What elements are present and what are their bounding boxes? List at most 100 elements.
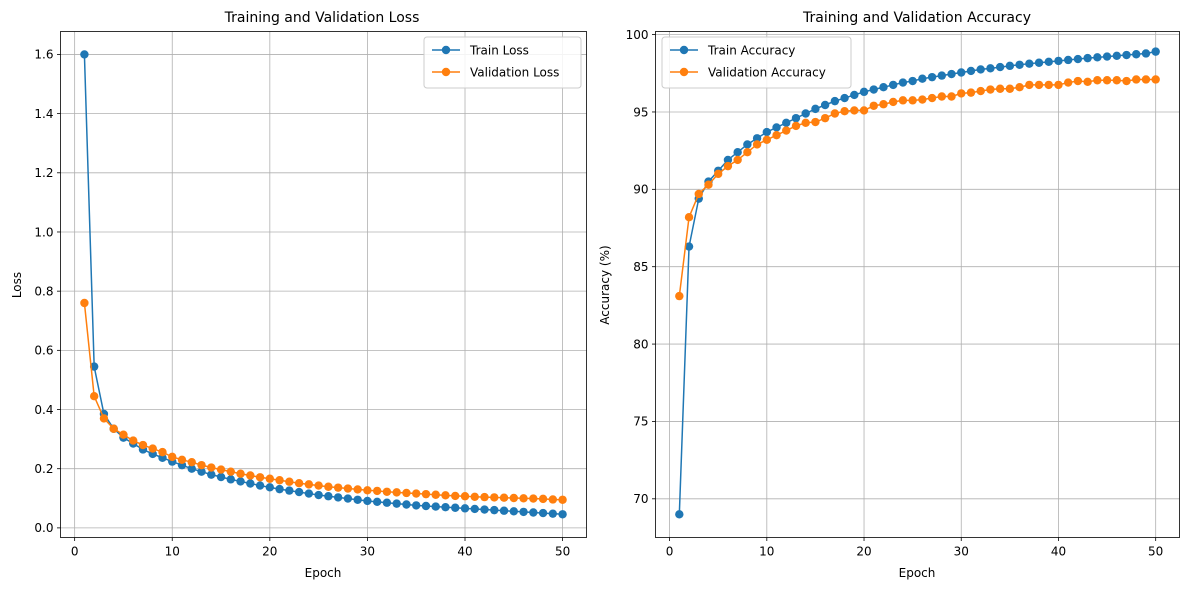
train-loss-point xyxy=(314,490,323,500)
loss-ticks: 0 10 20 30 40 50 0.0 0.2 0.4 0.6 0.8 1.0 1.2 1.4 1.6 xyxy=(34,48,570,559)
validation-loss-point xyxy=(529,494,538,503)
validation-loss-point xyxy=(480,492,489,502)
train-accuracy-point xyxy=(840,93,849,103)
train-loss-point xyxy=(353,495,362,504)
accuracy-ticks: 0 10 20 30 40 50 70 75 80 85 90 95 100 xyxy=(626,28,1164,559)
validation-accuracy-point xyxy=(995,84,1005,93)
train-loss-point xyxy=(538,508,548,518)
validation-loss-point xyxy=(490,493,499,502)
loss-x-tick-label: 10 xyxy=(165,545,180,559)
validation-accuracy-point xyxy=(762,135,772,145)
validation-accuracy-point xyxy=(1132,75,1141,84)
validation-loss-point xyxy=(275,476,284,485)
loss-grid xyxy=(60,31,587,538)
train-accuracy-legend-label: Train Accuracy xyxy=(707,43,795,57)
validation-accuracy-point xyxy=(850,106,859,115)
validation-accuracy-point xyxy=(733,155,742,165)
train-loss-point xyxy=(197,467,206,476)
accuracy-subplot: Training and Validation Accuracy 0 10 20 30… xyxy=(598,10,1180,580)
accuracy-legend: Train Accuracy Validation Accuracy xyxy=(661,36,852,89)
train-loss-point xyxy=(363,496,372,506)
accuracy-y-tick-label: 100 xyxy=(626,28,649,42)
train-loss-point xyxy=(509,507,518,516)
validation-accuracy-point xyxy=(879,100,888,109)
validation-accuracy-point xyxy=(1112,76,1121,85)
train-accuracy-point xyxy=(1102,52,1112,61)
validation-loss-point xyxy=(216,465,226,474)
validation-loss-legend-marker xyxy=(441,67,451,77)
validation-loss-point xyxy=(519,494,528,503)
validation-loss-point xyxy=(177,455,187,465)
validation-accuracy-point xyxy=(1034,80,1044,90)
validation-loss-point xyxy=(158,447,167,457)
train-accuracy-point xyxy=(986,64,995,73)
loss-y-tick-label: 0.0 xyxy=(34,521,53,535)
train-loss-point xyxy=(304,489,314,498)
train-loss-point xyxy=(451,503,460,512)
validation-loss-legend-label: Validation Loss xyxy=(470,65,559,79)
train-accuracy-point xyxy=(723,155,733,165)
train-accuracy-point xyxy=(1112,51,1121,60)
validation-accuracy-point xyxy=(1083,77,1092,86)
train-accuracy-point xyxy=(772,123,781,132)
validation-loss-point xyxy=(324,482,333,491)
validation-loss-point xyxy=(412,489,421,498)
validation-accuracy-point xyxy=(1141,75,1151,84)
train-loss-point xyxy=(480,505,489,514)
train-accuracy-point xyxy=(675,510,684,519)
train-loss-point xyxy=(382,498,392,507)
train-accuracy-point xyxy=(733,148,742,157)
validation-accuracy-point xyxy=(1005,84,1015,93)
validation-accuracy-point xyxy=(937,92,946,101)
train-loss-point xyxy=(226,475,235,484)
train-accuracy-point xyxy=(1044,57,1053,67)
validation-accuracy-point xyxy=(1054,80,1063,90)
train-loss-point xyxy=(207,470,216,479)
train-accuracy-point xyxy=(850,90,859,100)
validation-accuracy-point xyxy=(1015,83,1024,92)
train-loss-point xyxy=(324,492,333,501)
train-accuracy-point xyxy=(1073,54,1083,64)
train-accuracy-point xyxy=(743,140,752,149)
train-accuracy-point xyxy=(869,85,878,94)
loss-y-tick-label: 0.2 xyxy=(34,462,53,476)
train-loss-point xyxy=(412,501,421,510)
train-accuracy-point xyxy=(830,96,840,106)
validation-accuracy-point xyxy=(966,88,976,97)
loss-series-group xyxy=(80,50,567,519)
train-loss-point xyxy=(490,505,499,515)
accuracy-y-tick-label: 80 xyxy=(633,337,648,351)
validation-loss-point xyxy=(392,488,401,497)
validation-accuracy-point xyxy=(723,161,733,171)
validation-accuracy-point xyxy=(811,117,820,127)
validation-loss-point xyxy=(441,491,450,500)
validation-accuracy-point xyxy=(1044,80,1053,90)
validation-accuracy-point xyxy=(859,106,869,115)
validation-accuracy-point xyxy=(927,93,937,103)
loss-y-tick-label: 0.4 xyxy=(34,403,53,417)
validation-accuracy-point xyxy=(840,106,849,116)
validation-loss-point xyxy=(558,495,567,504)
validation-loss-point xyxy=(246,471,255,480)
train-loss-point xyxy=(558,510,567,519)
loss-y-axis-label: Loss xyxy=(10,272,24,298)
validation-loss-point xyxy=(470,492,479,502)
train-accuracy-point xyxy=(957,68,966,77)
validation-accuracy-point xyxy=(714,169,723,179)
validation-loss-point xyxy=(451,491,460,501)
train-loss-legend-marker xyxy=(441,45,451,55)
train-accuracy-point xyxy=(889,80,898,90)
train-accuracy-point xyxy=(1015,60,1024,69)
validation-loss-point xyxy=(509,493,518,503)
validation-accuracy-point xyxy=(752,140,762,149)
validation-loss-point xyxy=(548,495,558,504)
validation-loss-point xyxy=(421,489,431,499)
validation-accuracy-point xyxy=(947,92,956,101)
train-accuracy-point xyxy=(995,62,1005,72)
validation-loss-point xyxy=(499,493,509,502)
validation-loss-point xyxy=(119,430,128,439)
validation-accuracy-point xyxy=(1025,80,1034,90)
validation-accuracy-point xyxy=(820,113,830,123)
accuracy-x-tick-label: 0 xyxy=(666,545,674,559)
